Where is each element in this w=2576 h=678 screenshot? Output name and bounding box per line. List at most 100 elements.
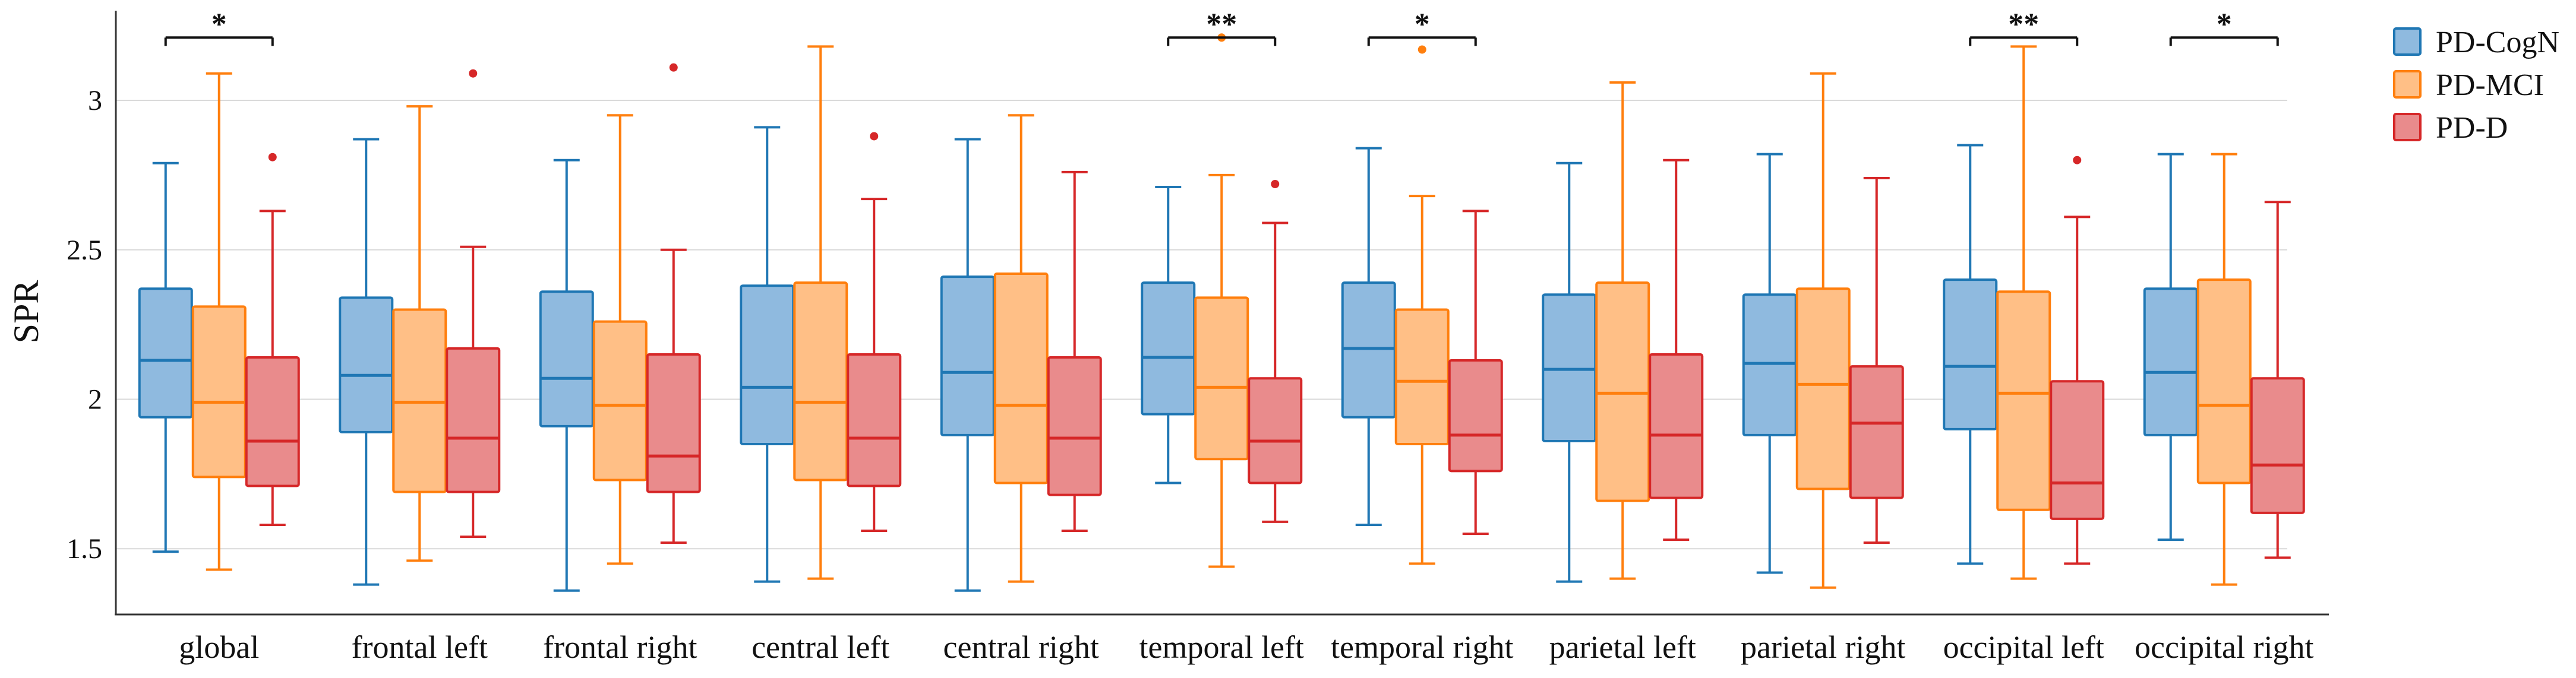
- category-label: central left: [752, 629, 889, 665]
- iqr-box: [1248, 377, 1303, 484]
- box-pd-d-parietal-right: [1849, 176, 1904, 544]
- significance-label: **: [1206, 7, 1237, 41]
- iqr-box: [1341, 281, 1396, 419]
- box-pd-cogn-temporal-right: [1341, 147, 1396, 526]
- category-label: temporal right: [1331, 629, 1513, 665]
- outlier-point: [1418, 45, 1426, 54]
- iqr-box: [245, 356, 300, 487]
- iqr-box: [1742, 293, 1797, 436]
- significance-label: *: [2217, 7, 2232, 41]
- iqr-box: [446, 347, 501, 493]
- box-pd-d-parietal-left: [1649, 159, 1704, 541]
- y-axis-label: SPR: [7, 280, 46, 344]
- category-label: central right: [943, 629, 1099, 665]
- iqr-box: [1194, 296, 1249, 461]
- significance-label: *: [211, 7, 227, 41]
- iqr-box: [1595, 281, 1650, 502]
- box-pd-mci-occipital-right: [2196, 153, 2252, 586]
- iqr-box: [1649, 353, 1704, 499]
- box-pd-mci-frontal-right: [592, 114, 648, 565]
- box-pd-d-central-right: [1047, 170, 1102, 533]
- outlier-point: [669, 63, 678, 72]
- y-ticks: 1.5 2 2.5 3: [67, 85, 102, 565]
- box-pd-d-temporal-right: [1448, 210, 1503, 536]
- significance-bracket: **: [1969, 7, 2079, 46]
- iqr-box: [1542, 293, 1597, 442]
- outlier-point: [268, 153, 277, 161]
- box-pd-cogn-occipital-left: [1943, 144, 1998, 565]
- category-label: occipital right: [2135, 629, 2313, 665]
- category-label: global: [179, 629, 259, 665]
- category-label: temporal left: [1139, 629, 1304, 665]
- box-pd-cogn-central-right: [940, 138, 995, 592]
- iqr-box: [847, 353, 902, 487]
- significance-bracket: *: [1367, 7, 1477, 46]
- y-tick-label: 1.5: [67, 533, 102, 565]
- legend-label: PD-MCI: [2436, 68, 2544, 102]
- legend-label: PD-CogN: [2436, 26, 2559, 59]
- iqr-box: [1943, 278, 1998, 430]
- box-pd-d-temporal-left: [1248, 180, 1303, 523]
- outlier-point: [1271, 180, 1280, 189]
- iqr-box: [592, 320, 648, 481]
- box-pd-mci-central-left: [793, 45, 848, 580]
- box-pd-mci-occipital-left: [1996, 45, 2051, 580]
- x-category-labels: global frontal left frontal right central l…: [179, 629, 2313, 665]
- iqr-box: [993, 273, 1049, 484]
- iqr-box: [2050, 380, 2105, 520]
- iqr-box: [1996, 290, 2051, 511]
- iqr-box: [1448, 359, 1503, 473]
- box-pd-mci-temporal-left: [1194, 33, 1249, 568]
- legend-item-pd-d: PD-D: [2393, 111, 2508, 145]
- iqr-box: [740, 284, 795, 446]
- box-pd-mci-frontal-left: [392, 105, 447, 562]
- y-tick-label: 3: [88, 85, 102, 116]
- outlier-point: [469, 69, 478, 78]
- box-pd-mci-temporal-right: [1394, 45, 1450, 565]
- legend: PD-CogN PD-MCI PD-D: [2393, 26, 2559, 145]
- iqr-box: [2143, 287, 2198, 436]
- box-pd-cogn-frontal-right: [539, 159, 594, 592]
- box-pd-cogn-parietal-left: [1542, 161, 1597, 583]
- iqr-box: [1795, 287, 1851, 490]
- axes: [115, 11, 2329, 616]
- box-pd-cogn-central-left: [740, 126, 795, 583]
- iqr-box: [940, 275, 995, 436]
- box-pd-mci-central-right: [993, 114, 1049, 583]
- boxes: [138, 33, 2305, 592]
- iqr-box: [793, 281, 848, 481]
- legend-swatch: [2393, 70, 2422, 99]
- iqr-box: [2250, 377, 2305, 514]
- category-label: parietal left: [1549, 629, 1696, 665]
- box-pd-d-occipital-left: [2050, 156, 2105, 565]
- box-pd-mci-parietal-right: [1795, 72, 1851, 589]
- box-pd-cogn-occipital-right: [2143, 153, 2198, 541]
- significance-markers: * ** * ** *: [164, 7, 2279, 46]
- significance-label: *: [1415, 7, 1430, 41]
- legend-item-pd-cogn: PD-CogN: [2393, 26, 2559, 59]
- significance-label: **: [2008, 7, 2039, 41]
- outlier-point: [2073, 156, 2082, 164]
- y-tick-label: 2: [88, 384, 102, 416]
- iqr-box: [539, 290, 594, 427]
- iqr-box: [1394, 308, 1450, 446]
- box-pd-cogn-temporal-left: [1141, 186, 1196, 484]
- box-pd-mci-global: [191, 72, 247, 571]
- iqr-box: [1849, 365, 1904, 499]
- iqr-box: [191, 305, 247, 479]
- box-pd-mci-parietal-left: [1595, 81, 1650, 580]
- box-pd-d-occipital-right: [2250, 201, 2305, 559]
- category-label: occipital left: [1943, 629, 2104, 665]
- iqr-box: [1047, 356, 1102, 496]
- significance-bracket: **: [1167, 7, 1277, 46]
- box-pd-d-global: [245, 153, 300, 526]
- y-tick-label: 2.5: [67, 235, 102, 266]
- box-pd-d-central-left: [847, 132, 902, 533]
- iqr-box: [392, 308, 447, 493]
- iqr-box: [1141, 281, 1196, 416]
- legend-swatch: [2393, 27, 2422, 56]
- iqr-box: [2196, 278, 2252, 484]
- legend-label: PD-D: [2436, 111, 2508, 145]
- category-label: frontal right: [543, 629, 697, 665]
